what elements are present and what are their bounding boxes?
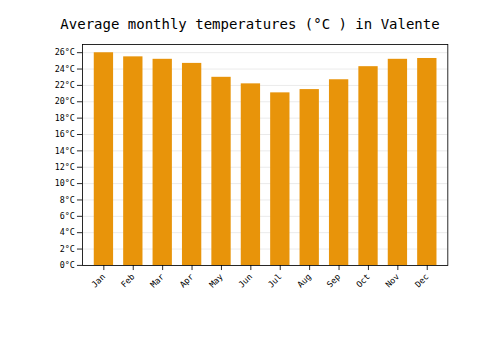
svg-text:Jan: Jan (89, 272, 107, 290)
svg-text:18°C: 18°C (55, 113, 75, 123)
svg-text:26°C: 26°C (55, 47, 75, 57)
svg-text:22°C: 22°C (55, 80, 75, 90)
html-text:Average monthly temperatures (: Average monthly temperatures (°C ) in Va… (60, 16, 440, 32)
svg-text:Apr: Apr (178, 272, 196, 290)
svg-text:20°C: 20°C (55, 96, 75, 106)
svg-text:Mar: Mar (148, 272, 166, 290)
svg-text:Sep: Sep (325, 272, 343, 290)
svg-text:8°C: 8°C (60, 195, 75, 205)
svg-text:Jul: Jul (266, 272, 284, 290)
svg-text:4°C: 4°C (60, 227, 75, 237)
svg-text:2°C: 2°C (60, 244, 75, 254)
svg-text:14°C: 14°C (55, 146, 75, 156)
svg-text:0°C: 0°C (60, 260, 75, 270)
svg-text:Feb: Feb (119, 272, 137, 290)
svg-text:Nov: Nov (383, 272, 401, 290)
svg-text:12°C: 12°C (55, 162, 75, 172)
svg-text:Aug: Aug (295, 272, 313, 290)
svg-text:Jun: Jun (236, 272, 254, 290)
svg-text:24°C: 24°C (55, 64, 75, 74)
svg-text:May: May (207, 272, 225, 290)
svg-text:Oct: Oct (354, 272, 372, 290)
svg-text:6°C: 6°C (60, 211, 75, 221)
svg-text:16°C: 16°C (55, 129, 75, 139)
svg-text:10°C: 10°C (55, 178, 75, 188)
svg-text:Dec: Dec (413, 272, 431, 290)
